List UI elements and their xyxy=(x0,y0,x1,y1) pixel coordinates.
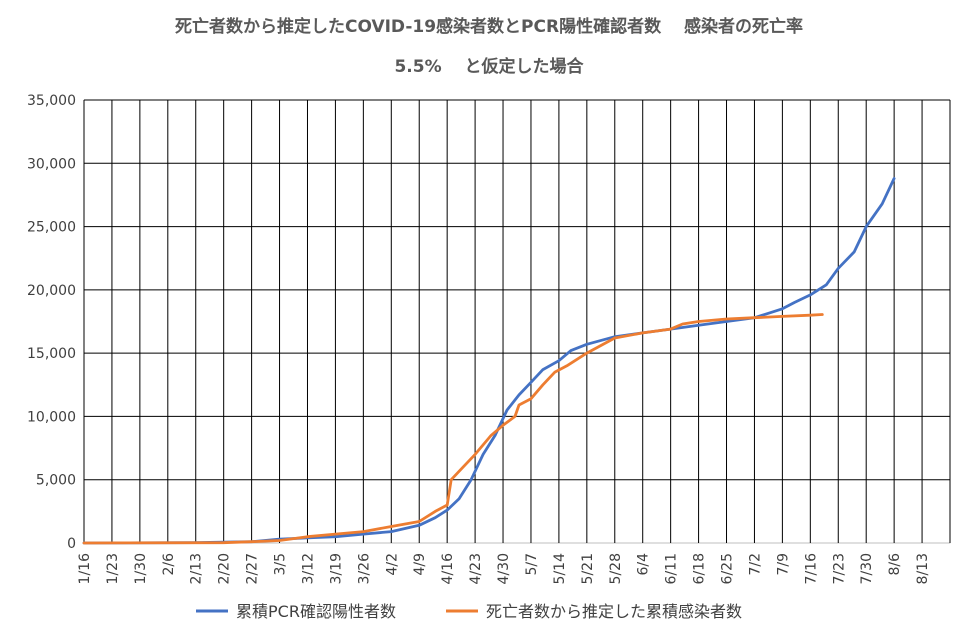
chart-title: 死亡者数から推定したCOVID-19感染者数とPCR陽性確認者数 感染者の死亡率 xyxy=(175,16,803,37)
x-tick-label: 1/23 xyxy=(105,553,121,584)
x-tick-label: 7/23 xyxy=(831,553,847,584)
y-tick-label: 30,000 xyxy=(27,156,76,172)
legend: 累積PCR確認陽性者数 死亡者数から推定した累積感染者数 xyxy=(196,602,742,621)
y-tick-label: 5,000 xyxy=(36,473,76,489)
x-tick-label: 4/2 xyxy=(384,553,400,576)
x-tick-label: 7/16 xyxy=(803,553,819,585)
legend-label: 死亡者数から推定した累積感染者数 xyxy=(486,602,742,621)
y-axis: 0 5,000 10,000 15,000 20,000 25,000 30,000 35,0… xyxy=(27,93,76,552)
x-tick-label: 7/2 xyxy=(747,553,763,576)
y-tick-label: 25,000 xyxy=(27,220,76,236)
x-tick-label: 1/30 xyxy=(133,553,149,584)
chart-subtitle: 5.5% と仮定した場合 xyxy=(394,56,584,77)
x-tick-label: 2/27 xyxy=(245,553,261,584)
plot-area xyxy=(83,99,951,544)
x-tick-label: 3/5 xyxy=(273,553,289,576)
x-tick-label: 2/13 xyxy=(189,553,205,584)
x-tick-label: 6/25 xyxy=(720,553,736,584)
x-tick-label: 4/9 xyxy=(412,553,428,576)
x-tick-label: 2/6 xyxy=(161,553,177,576)
x-tick-label: 7/9 xyxy=(775,553,791,576)
series-line-estimated-infections xyxy=(82,313,824,545)
y-tick-label: 15,000 xyxy=(27,346,76,362)
gridlines xyxy=(83,99,951,544)
legend-label: 累積PCR確認陽性者数 xyxy=(236,602,396,621)
y-tick-label: 20,000 xyxy=(27,283,76,299)
x-tick-label: 6/11 xyxy=(664,553,680,584)
x-tick-label: 7/30 xyxy=(859,553,875,584)
x-tick-label: 5/28 xyxy=(608,553,624,584)
x-tick-label: 1/16 xyxy=(77,553,93,585)
x-tick-label: 5/14 xyxy=(552,553,568,585)
series-line-pcr-positive xyxy=(82,177,896,545)
x-tick-label: 3/19 xyxy=(328,553,344,584)
x-tick-label: 5/7 xyxy=(524,553,540,576)
y-tick-label: 0 xyxy=(67,536,76,552)
x-tick-label: 2/20 xyxy=(217,553,233,584)
x-axis: 1/16 1/23 1/30 2/6 2/13 2/20 2/27 3/5 3/12 3/19 3/… xyxy=(77,553,931,585)
x-tick-label: 3/12 xyxy=(300,553,316,584)
series-layer xyxy=(82,177,896,545)
x-tick-label: 4/16 xyxy=(440,553,456,585)
x-tick-label: 6/18 xyxy=(692,553,708,584)
x-tick-label: 8/6 xyxy=(887,553,903,576)
x-tick-label: 8/13 xyxy=(915,553,931,584)
x-tick-label: 4/30 xyxy=(496,553,512,584)
x-tick-label: 4/23 xyxy=(468,553,484,584)
y-tick-label: 10,000 xyxy=(27,409,76,425)
x-tick-label: 3/26 xyxy=(356,553,372,585)
y-tick-label: 35,000 xyxy=(27,93,76,109)
x-tick-label: 6/4 xyxy=(636,553,652,576)
x-tick-label: 5/21 xyxy=(580,553,596,584)
